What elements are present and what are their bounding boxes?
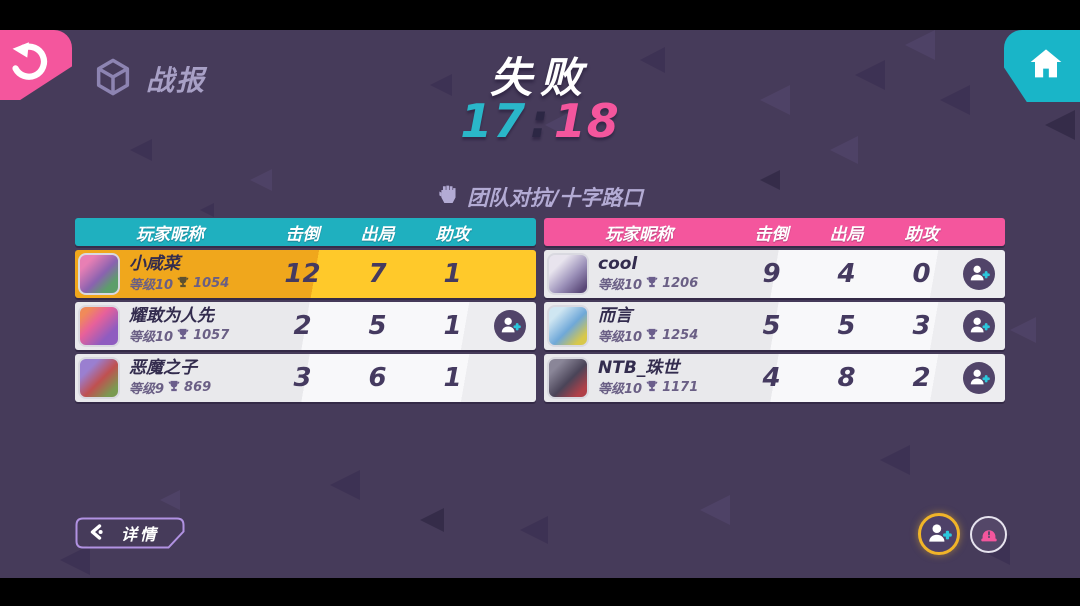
player-row: cool 等级10 1206 9 4 0 <box>544 250 1005 298</box>
col-assist: 助攻 <box>435 224 470 245</box>
stat-knockdowns: 2 <box>293 311 312 341</box>
player-level: 等级9 <box>129 382 165 398</box>
avatar <box>78 305 120 347</box>
stat-eliminations: 8 <box>837 363 856 393</box>
trophy-icon <box>646 328 658 344</box>
avatar <box>547 357 589 399</box>
chevron-left-icon <box>89 523 105 543</box>
screen-title-group: 战报 <box>92 56 206 102</box>
fist-icon <box>437 184 459 210</box>
undo-arrow-icon <box>6 40 50 87</box>
player-row: 耀敢为人先 等级10 1057 2 5 1 <box>75 302 536 350</box>
avatar <box>78 253 120 295</box>
report-button[interactable] <box>970 516 1007 553</box>
back-button[interactable] <box>0 30 72 100</box>
match-score: 17:18 <box>0 94 1080 148</box>
add-friend-button[interactable] <box>963 258 995 290</box>
player-name: NTB_珠世 <box>598 357 680 378</box>
add-friend-button[interactable] <box>963 310 995 342</box>
player-trophies: 1254 <box>662 328 699 344</box>
details-button-outline <box>75 517 185 549</box>
team-left-header: 玩家昵称 击倒 出局 助攻 <box>75 218 536 246</box>
person-plus-icon <box>499 314 521 339</box>
stat-knockdowns: 9 <box>762 259 781 289</box>
col-kd: 击倒 <box>285 224 320 245</box>
trophy-icon <box>177 328 189 344</box>
team-table-left: 玩家昵称 击倒 出局 助攻 小咸菜 等级10 1054 <box>75 218 536 402</box>
player-trophies: 869 <box>184 380 212 396</box>
stat-assists: 3 <box>912 311 931 341</box>
player-name: 而言 <box>598 305 632 326</box>
player-name: 小咸菜 <box>129 253 180 274</box>
trophy-icon <box>168 380 180 396</box>
stat-eliminations: 5 <box>368 311 387 341</box>
game-mode-row: 团队对抗/十字路口 <box>0 182 1080 212</box>
stat-eliminations: 6 <box>368 363 387 393</box>
team-right-header: 玩家昵称 击倒 出局 助攻 <box>544 218 1005 246</box>
page-title: 战报 <box>146 64 207 97</box>
player-trophies: 1171 <box>662 380 699 396</box>
col-out: 出局 <box>360 224 395 245</box>
person-plus-icon <box>968 314 990 339</box>
scoreboard: 玩家昵称 击倒 出局 助攻 小咸菜 等级10 1054 <box>75 218 1005 402</box>
person-plus-icon <box>926 520 952 549</box>
add-all-friends-button[interactable] <box>918 513 960 555</box>
stat-eliminations: 4 <box>837 259 856 289</box>
player-level: 等级10 <box>598 278 643 294</box>
battle-report-screen: 战报 失败 17:18 团队对抗/十字路口 玩家昵称 击倒 出局 <box>0 30 1080 578</box>
player-row: 恶魔之子 等级9 869 3 6 1 <box>75 354 536 402</box>
add-friend-button[interactable] <box>963 362 995 394</box>
stat-assists: 1 <box>443 311 462 341</box>
stat-assists: 0 <box>912 259 931 289</box>
col-name: 玩家昵称 <box>136 224 204 245</box>
stat-assists: 2 <box>912 363 931 393</box>
team-table-right: 玩家昵称 击倒 出局 助攻 cool 等级10 1206 <box>544 218 1005 402</box>
stat-eliminations: 5 <box>837 311 856 341</box>
cube-icon <box>92 56 134 102</box>
player-row: 而言 等级10 1254 5 5 3 <box>544 302 1005 350</box>
details-button[interactable]: 详情 <box>75 517 185 549</box>
trophy-icon <box>646 276 658 292</box>
player-level: 等级10 <box>598 382 643 398</box>
match-result-label: 失败 <box>489 53 590 102</box>
player-trophies: 1206 <box>662 276 699 292</box>
player-level: 等级10 <box>598 330 643 346</box>
person-plus-icon <box>968 262 990 287</box>
stat-knockdowns: 12 <box>284 259 321 289</box>
avatar <box>547 305 589 347</box>
add-friend-button[interactable] <box>494 310 526 342</box>
siren-icon <box>978 522 1000 547</box>
player-row: 小咸菜 等级10 1054 12 7 1 <box>75 250 536 298</box>
home-icon <box>1026 44 1066 87</box>
person-plus-icon <box>968 366 990 391</box>
score-left: 17 <box>460 94 527 148</box>
stat-knockdowns: 4 <box>762 363 781 393</box>
avatar <box>547 253 589 295</box>
player-name: 耀敢为人先 <box>129 305 214 326</box>
col-assist: 助攻 <box>904 224 939 245</box>
details-label: 详情 <box>121 527 160 544</box>
player-name: 恶魔之子 <box>129 357 197 378</box>
score-colon: : <box>530 94 550 148</box>
player-name: cool <box>598 253 638 274</box>
trophy-icon <box>177 276 189 292</box>
stat-assists: 1 <box>443 363 462 393</box>
player-trophies: 1057 <box>193 328 230 344</box>
avatar <box>78 357 120 399</box>
player-level: 等级10 <box>129 330 174 346</box>
player-row: NTB_珠世 等级10 1171 4 8 2 <box>544 354 1005 402</box>
stat-assists: 1 <box>443 259 462 289</box>
stat-knockdowns: 3 <box>293 363 312 393</box>
player-level: 等级10 <box>129 278 174 294</box>
game-mode-label: 团队对抗/十字路口 <box>467 186 643 210</box>
col-kd: 击倒 <box>754 224 789 245</box>
player-trophies: 1054 <box>193 276 230 292</box>
stat-eliminations: 7 <box>368 259 387 289</box>
score-right: 18 <box>553 94 620 148</box>
trophy-icon <box>646 380 658 396</box>
col-out: 出局 <box>829 224 864 245</box>
col-name: 玩家昵称 <box>605 224 673 245</box>
stat-knockdowns: 5 <box>762 311 781 341</box>
